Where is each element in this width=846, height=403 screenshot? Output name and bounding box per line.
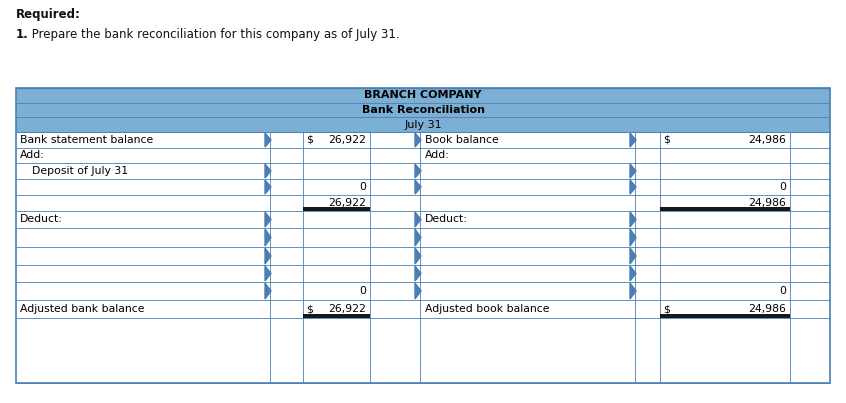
- Text: 1.: 1.: [16, 28, 29, 41]
- Text: Deduct:: Deduct:: [20, 214, 63, 224]
- Polygon shape: [265, 229, 271, 246]
- Polygon shape: [630, 283, 636, 299]
- Bar: [16, 88, 830, 103]
- Text: 26,922: 26,922: [328, 304, 366, 314]
- Polygon shape: [265, 212, 271, 227]
- Polygon shape: [630, 164, 636, 178]
- Text: Deposit of July 31: Deposit of July 31: [32, 166, 128, 176]
- Text: $: $: [663, 304, 670, 314]
- Polygon shape: [265, 266, 271, 281]
- Text: Deduct:: Deduct:: [425, 214, 468, 224]
- Bar: [16, 103, 830, 117]
- Polygon shape: [630, 133, 636, 147]
- Text: 0: 0: [779, 182, 786, 192]
- Text: July 31: July 31: [404, 120, 442, 129]
- Text: 24,986: 24,986: [748, 198, 786, 208]
- Polygon shape: [265, 248, 271, 264]
- Polygon shape: [265, 283, 271, 299]
- Text: 0: 0: [779, 286, 786, 296]
- Polygon shape: [415, 164, 421, 178]
- Polygon shape: [415, 229, 421, 246]
- Text: Adjusted bank balance: Adjusted bank balance: [20, 304, 145, 314]
- Polygon shape: [415, 133, 421, 147]
- Text: Book balance: Book balance: [425, 135, 499, 145]
- Text: Required:: Required:: [16, 8, 81, 21]
- Text: $: $: [306, 135, 313, 145]
- Bar: [16, 132, 830, 383]
- Polygon shape: [265, 180, 271, 194]
- Text: 24,986: 24,986: [748, 304, 786, 314]
- Text: 26,922: 26,922: [328, 198, 366, 208]
- Polygon shape: [630, 180, 636, 194]
- Text: $: $: [306, 304, 313, 314]
- Bar: [16, 117, 830, 132]
- Text: $: $: [663, 135, 670, 145]
- Text: Add:: Add:: [20, 150, 45, 160]
- Polygon shape: [415, 266, 421, 281]
- Polygon shape: [265, 133, 271, 147]
- Polygon shape: [630, 229, 636, 246]
- Text: 0: 0: [359, 182, 366, 192]
- Polygon shape: [630, 212, 636, 227]
- Text: Bank statement balance: Bank statement balance: [20, 135, 153, 145]
- Polygon shape: [415, 248, 421, 264]
- Polygon shape: [630, 248, 636, 264]
- Polygon shape: [415, 212, 421, 227]
- Text: 26,922: 26,922: [328, 135, 366, 145]
- Text: 24,986: 24,986: [748, 135, 786, 145]
- Text: Add:: Add:: [425, 150, 450, 160]
- Polygon shape: [415, 180, 421, 194]
- Text: Adjusted book balance: Adjusted book balance: [425, 304, 550, 314]
- Text: 0: 0: [359, 286, 366, 296]
- Text: Prepare the bank reconciliation for this company as of July 31.: Prepare the bank reconciliation for this…: [28, 28, 399, 41]
- Text: BRANCH COMPANY: BRANCH COMPANY: [365, 91, 481, 100]
- Bar: [16, 88, 830, 383]
- Text: Bank Reconciliation: Bank Reconciliation: [361, 105, 485, 115]
- Polygon shape: [265, 164, 271, 178]
- Polygon shape: [630, 266, 636, 281]
- Polygon shape: [415, 283, 421, 299]
